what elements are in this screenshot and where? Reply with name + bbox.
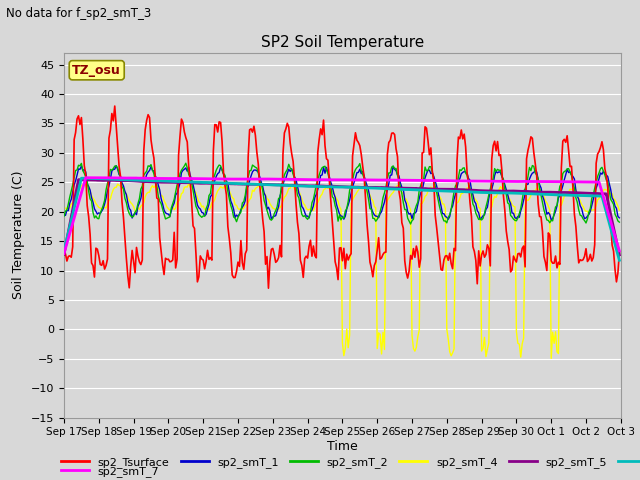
- Legend: sp2_Tsurface, sp2_smT_1, sp2_smT_2, sp2_smT_4, sp2_smT_5, sp2_smT_6: sp2_Tsurface, sp2_smT_1, sp2_smT_2, sp2_…: [57, 452, 640, 472]
- Y-axis label: Soil Temperature (C): Soil Temperature (C): [12, 171, 26, 300]
- X-axis label: Time: Time: [327, 440, 358, 453]
- Title: SP2 Soil Temperature: SP2 Soil Temperature: [260, 35, 424, 50]
- Legend: sp2_smT_7: sp2_smT_7: [57, 462, 164, 480]
- Text: TZ_osu: TZ_osu: [72, 64, 121, 77]
- Text: No data for f_sp2_smT_3: No data for f_sp2_smT_3: [6, 7, 152, 20]
